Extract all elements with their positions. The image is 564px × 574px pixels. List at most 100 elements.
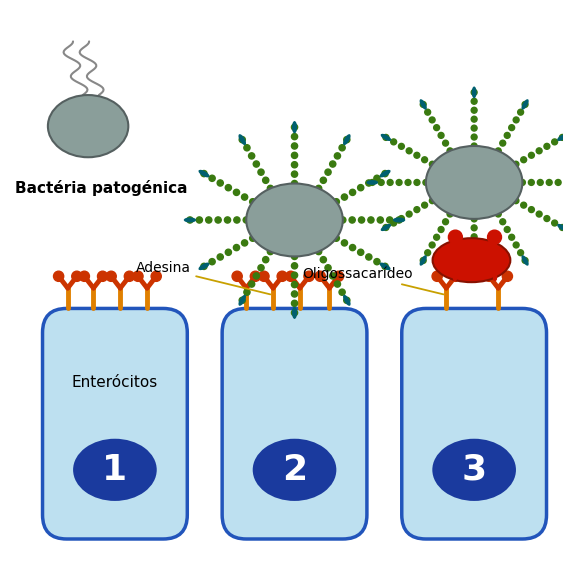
Circle shape: [206, 217, 212, 223]
Circle shape: [250, 199, 256, 205]
Circle shape: [133, 271, 143, 281]
Circle shape: [333, 235, 340, 241]
Circle shape: [241, 194, 248, 200]
Circle shape: [334, 281, 341, 287]
Circle shape: [292, 291, 298, 297]
Circle shape: [398, 216, 404, 222]
Ellipse shape: [292, 121, 297, 133]
Circle shape: [484, 271, 494, 281]
Circle shape: [325, 265, 331, 271]
Circle shape: [292, 143, 298, 149]
Circle shape: [518, 250, 523, 255]
Circle shape: [448, 230, 462, 244]
Circle shape: [243, 217, 249, 223]
Circle shape: [519, 180, 525, 185]
Circle shape: [528, 207, 534, 212]
Circle shape: [513, 117, 519, 123]
Circle shape: [374, 258, 380, 265]
Circle shape: [432, 271, 442, 281]
Circle shape: [232, 271, 243, 281]
Circle shape: [495, 148, 501, 154]
Circle shape: [555, 180, 561, 185]
Circle shape: [215, 217, 221, 223]
FancyBboxPatch shape: [222, 308, 367, 539]
Circle shape: [329, 273, 336, 279]
Circle shape: [358, 249, 364, 255]
Circle shape: [471, 116, 477, 122]
Circle shape: [201, 263, 207, 269]
Circle shape: [286, 271, 296, 281]
Circle shape: [187, 217, 193, 223]
Circle shape: [333, 271, 343, 281]
Circle shape: [80, 271, 90, 281]
Circle shape: [382, 170, 388, 177]
Circle shape: [504, 133, 510, 138]
Circle shape: [536, 211, 542, 217]
Circle shape: [292, 300, 298, 307]
Circle shape: [391, 220, 396, 226]
Circle shape: [528, 152, 534, 158]
Ellipse shape: [199, 170, 209, 177]
Circle shape: [414, 207, 420, 212]
Circle shape: [513, 197, 519, 204]
Circle shape: [106, 271, 116, 281]
Ellipse shape: [557, 134, 564, 141]
Circle shape: [391, 139, 396, 145]
Circle shape: [447, 211, 453, 217]
Circle shape: [72, 271, 82, 281]
Circle shape: [239, 137, 245, 143]
Circle shape: [250, 235, 256, 241]
Circle shape: [350, 245, 356, 251]
Circle shape: [339, 145, 345, 151]
Circle shape: [398, 144, 404, 149]
Circle shape: [369, 180, 375, 185]
Circle shape: [471, 134, 477, 140]
Circle shape: [368, 217, 374, 223]
Circle shape: [528, 180, 534, 185]
Circle shape: [429, 117, 435, 123]
Circle shape: [429, 197, 435, 204]
Circle shape: [509, 234, 514, 240]
Circle shape: [341, 194, 347, 200]
Circle shape: [387, 180, 393, 185]
Circle shape: [552, 139, 558, 145]
Circle shape: [292, 134, 298, 139]
Circle shape: [434, 234, 439, 240]
Circle shape: [325, 169, 331, 175]
Circle shape: [225, 249, 231, 255]
Circle shape: [249, 281, 255, 287]
Ellipse shape: [239, 134, 246, 145]
Circle shape: [471, 216, 477, 222]
Circle shape: [471, 243, 477, 249]
Circle shape: [341, 240, 347, 246]
Circle shape: [263, 177, 269, 183]
Ellipse shape: [433, 238, 510, 282]
Circle shape: [258, 265, 264, 271]
Circle shape: [329, 161, 336, 167]
Circle shape: [406, 211, 412, 217]
Circle shape: [98, 271, 108, 281]
Circle shape: [495, 211, 501, 217]
Ellipse shape: [393, 218, 406, 223]
Circle shape: [292, 180, 298, 187]
Circle shape: [504, 227, 510, 232]
Circle shape: [233, 189, 240, 196]
Circle shape: [383, 134, 389, 141]
Circle shape: [350, 189, 356, 196]
Circle shape: [277, 271, 287, 281]
Circle shape: [471, 143, 477, 149]
Circle shape: [201, 170, 207, 177]
FancyBboxPatch shape: [402, 308, 547, 539]
Circle shape: [414, 180, 420, 185]
Ellipse shape: [380, 262, 391, 270]
Circle shape: [450, 271, 460, 281]
Circle shape: [406, 148, 412, 154]
Circle shape: [377, 217, 384, 223]
Circle shape: [544, 216, 550, 222]
Circle shape: [365, 180, 372, 186]
Circle shape: [447, 148, 453, 154]
Circle shape: [471, 234, 477, 240]
Circle shape: [292, 309, 298, 316]
Circle shape: [522, 102, 528, 107]
Ellipse shape: [420, 255, 427, 266]
